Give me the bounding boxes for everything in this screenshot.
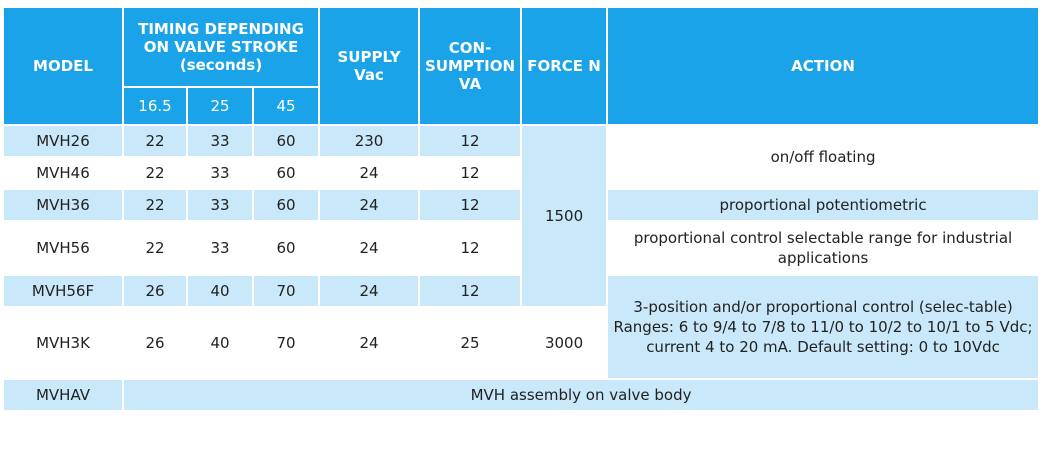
cell-supply: 24 [320, 308, 419, 378]
cell-consumption: 12 [420, 276, 521, 306]
table-row: MVH46 22 33 60 24 12 [4, 158, 1038, 188]
table-row: MVH36 22 33 60 24 12 proportional potent… [4, 190, 1039, 220]
cell-timing: 33 [188, 158, 252, 188]
cell-model: MVH3K [4, 308, 122, 378]
cell-timing: 40 [188, 276, 252, 306]
header-stroke-25: 25 [188, 88, 252, 124]
cell-timing: 33 [188, 190, 252, 220]
cell-supply: 24 [320, 276, 419, 306]
cell-action: proportional control selectable range fo… [608, 222, 1039, 274]
cell-model: MVH56F [4, 276, 122, 306]
header-model: MODEL [4, 8, 122, 124]
cell-timing: 60 [254, 158, 319, 188]
header-stroke-45: 45 [254, 88, 319, 124]
cell-timing: 22 [124, 126, 186, 156]
cell-assembly: MVH assembly on valve body [124, 380, 1039, 410]
cell-timing: 22 [124, 190, 186, 220]
cell-timing: 60 [254, 126, 319, 156]
cell-consumption: 12 [420, 222, 521, 274]
header-consumption: CON- SUMPTION VA [420, 8, 521, 124]
table-row: MVH56 22 33 60 24 12 proportional contro… [4, 222, 1039, 274]
cell-action: on/off floating [608, 126, 1039, 188]
cell-timing: 22 [124, 222, 186, 274]
cell-model: MVHAV [4, 380, 122, 410]
cell-action: proportional potentiometric [608, 190, 1039, 220]
table-row: MVH56F 26 40 70 24 12 3-position and/or … [4, 276, 1039, 378]
cell-consumption: 12 [420, 158, 521, 188]
cell-timing: 33 [188, 222, 252, 274]
cell-model: MVH36 [4, 190, 122, 220]
cell-model: MVH26 [4, 126, 122, 156]
table-row: MVH26 22 33 60 230 12 1500 on/off floati… [4, 126, 1039, 306]
cell-timing: 70 [254, 276, 319, 306]
cell-consumption: 25 [420, 308, 521, 378]
header-timing: TIMING DEPENDING ON VALVE STROKE (second… [124, 8, 319, 86]
cell-timing: 60 [254, 190, 319, 220]
cell-supply: 24 [320, 190, 419, 220]
cell-supply: 230 [320, 126, 419, 156]
header-force: FORCE N [522, 8, 607, 124]
cell-action: 3-position and/or proportional control (… [608, 276, 1039, 378]
cell-force: 3000 [522, 308, 607, 378]
cell-timing: 26 [124, 308, 186, 378]
cell-timing: 26 [124, 276, 186, 306]
cell-model: MVH46 [4, 158, 122, 188]
cell-model: MVH56 [4, 222, 122, 274]
cell-timing: 60 [254, 222, 319, 274]
cell-timing: 33 [188, 126, 252, 156]
cell-consumption: 12 [420, 190, 521, 220]
header-stroke-16-5: 16.5 [124, 88, 186, 124]
header-supply: SUPPLY Vac [320, 8, 419, 124]
cell-supply: 24 [320, 222, 419, 274]
cell-timing: 70 [254, 308, 319, 378]
table-row: MVH3K 26 40 70 24 25 3000 [4, 308, 1038, 378]
cell-timing: 40 [188, 308, 252, 378]
cell-consumption: 12 [420, 126, 521, 156]
cell-force: 1500 [522, 126, 607, 306]
spec-table: MODEL TIMING DEPENDING ON VALVE STROKE (… [2, 6, 1040, 412]
cell-timing: 22 [124, 158, 186, 188]
cell-supply: 24 [320, 158, 419, 188]
header-action: ACTION [608, 8, 1039, 124]
table-row: MVHAV MVH assembly on valve body [4, 380, 1039, 410]
